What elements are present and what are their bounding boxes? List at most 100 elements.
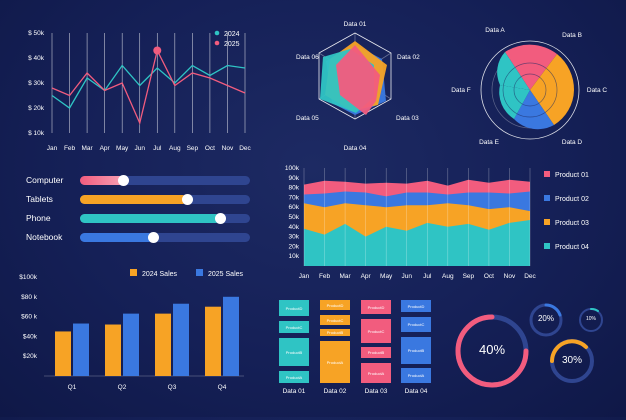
slider-handle[interactable] <box>215 213 226 224</box>
rose-panel: Data A Data B Data C Data D Data E Data … <box>450 15 620 155</box>
device-fill <box>80 176 124 185</box>
x-tick-label: Apr <box>361 273 372 280</box>
block-product-b: ProductB <box>401 337 431 364</box>
legend-label: Product 03 <box>555 220 589 227</box>
slider-handle[interactable] <box>148 232 159 243</box>
block-product-a: ProductA <box>279 371 309 383</box>
bar-2024-sales <box>55 331 71 376</box>
block-product-a: ProductA <box>361 363 391 383</box>
legend-swatch <box>544 219 550 225</box>
rose-slice-a <box>505 44 557 90</box>
legend-label: 2024 Sales <box>142 271 178 278</box>
y-tick-label: 30k <box>289 234 300 241</box>
device-row-tablets: Tablets <box>26 194 250 214</box>
y-tick-label: $ 30k <box>28 80 45 87</box>
y-tick-label: 10k <box>289 253 300 260</box>
x-tick-label: Nov <box>504 273 516 280</box>
device-label: Tablets <box>26 194 53 204</box>
block-column-label: Data 02 <box>323 388 347 395</box>
y-tick-label: $80 k <box>21 294 38 301</box>
legend-swatch <box>130 269 137 276</box>
x-tick-label: Q4 <box>218 384 227 391</box>
rose-slice-c <box>530 90 574 125</box>
y-tick-label: $60 k <box>21 314 38 321</box>
area-chart: 100k 90k 80k 70k 60k 50k 40k 30k 20k 10k Jan Feb Mar… <box>285 165 589 280</box>
rose-slice-d <box>514 90 554 130</box>
block-product-c: ProductC <box>320 315 350 325</box>
rose-slice-e <box>499 85 530 119</box>
y-tick-label: 70k <box>289 194 300 201</box>
x-tick-label: Aug <box>169 145 181 152</box>
rose-label: Data B <box>562 32 582 39</box>
y-tick-label: $100k <box>19 274 37 281</box>
donut-label: 40% <box>478 342 506 357</box>
y-tick-label: $ 50k <box>28 30 45 37</box>
legend-swatch <box>544 195 550 201</box>
donut-arc-20 <box>544 303 562 317</box>
y-tick-label: $ 20k <box>28 105 45 112</box>
radar-label: Data 02 <box>397 54 420 61</box>
bar-2024-sales <box>205 306 221 376</box>
x-tick-label: Feb <box>319 273 331 280</box>
x-tick-label: Dec <box>239 145 251 152</box>
x-tick-label: Jun <box>401 273 412 280</box>
device-label: Phone <box>26 213 51 223</box>
block-product-b: ProductB <box>320 329 350 336</box>
x-tick-label: Sep <box>463 273 475 280</box>
donut-label: 30% <box>561 355 582 366</box>
legend-dot <box>214 40 220 46</box>
donut-panel: 40% 20% 10% 30% <box>450 290 620 415</box>
legend-label: Product 04 <box>555 244 589 251</box>
x-tick-label: Jul <box>423 273 432 280</box>
bar-2024-sales <box>155 313 171 376</box>
device-fill <box>80 195 187 204</box>
x-tick-label: Q2 <box>118 384 127 391</box>
line-chart: Jan Feb Mar Apr May Jun Jul Aug Sep Oct Nov Dec $ 50… <box>28 30 251 152</box>
x-tick-label: Sep <box>187 145 199 152</box>
donut-label: 20% <box>537 314 554 323</box>
legend-label: Product 02 <box>555 196 589 203</box>
legend-label: 2024 <box>224 31 240 38</box>
line-series-2024 <box>51 64 246 109</box>
legend-swatch <box>196 269 203 276</box>
x-tick-label: Apr <box>100 145 111 152</box>
radar-label: Data 01 <box>344 21 367 28</box>
legend-swatch <box>544 171 550 177</box>
block-product-c: ProductC <box>279 321 309 333</box>
bar-2025-sales <box>173 303 189 376</box>
device-fill <box>80 233 153 242</box>
radar-label: Data 04 <box>344 145 367 152</box>
x-tick-label: Jul <box>153 145 162 152</box>
block-columns: ProductD ProductC ProductB ProductA Prod… <box>0 0 431 395</box>
slider-handle[interactable] <box>118 175 129 186</box>
y-tick-label: $ 10k <box>28 130 45 137</box>
y-tick-label: 20k <box>289 243 300 250</box>
y-tick-label: 40k <box>289 224 300 231</box>
x-tick-label: Jan <box>299 273 310 280</box>
y-tick-label: $ 40k <box>28 55 45 62</box>
rose-chart: Data A Data B Data C Data D Data E Data … <box>451 27 607 146</box>
rose-label: Data D <box>562 139 583 146</box>
x-tick-label: Jan <box>47 145 58 152</box>
block-product-b: ProductB <box>361 347 391 358</box>
rose-label: Data E <box>479 139 500 146</box>
radar-area-pink <box>336 45 380 115</box>
bar-chart-panel: $100k $80 k $60 k $40k $20k Q1 Q2 Q3 Q4 2024 Sale… <box>0 262 262 402</box>
device-row-phone: Phone <box>26 213 250 233</box>
y-tick-label: 60k <box>289 204 300 211</box>
legend-swatch <box>544 243 550 249</box>
slider-handle[interactable] <box>182 194 193 205</box>
radar-label: Data 06 <box>296 54 319 61</box>
device-track <box>80 232 250 243</box>
x-tick-label: Nov <box>222 145 234 152</box>
radar-label: Data 05 <box>296 115 319 122</box>
device-row-notebook: Notebook <box>26 232 250 252</box>
y-tick-label: $40k <box>23 333 38 340</box>
device-bars: Computer Tablets Phone Notebook <box>0 0 250 243</box>
block-product-d: ProductD <box>361 300 391 314</box>
bar-chart: $100k $80 k $60 k $40k $20k Q1 Q2 Q3 Q4 2024 Sale… <box>19 269 244 391</box>
donut-arc-30 <box>550 339 588 363</box>
y-tick-label: 50k <box>289 214 300 221</box>
device-label: Computer <box>26 175 64 185</box>
line-series-2025 <box>51 48 246 126</box>
